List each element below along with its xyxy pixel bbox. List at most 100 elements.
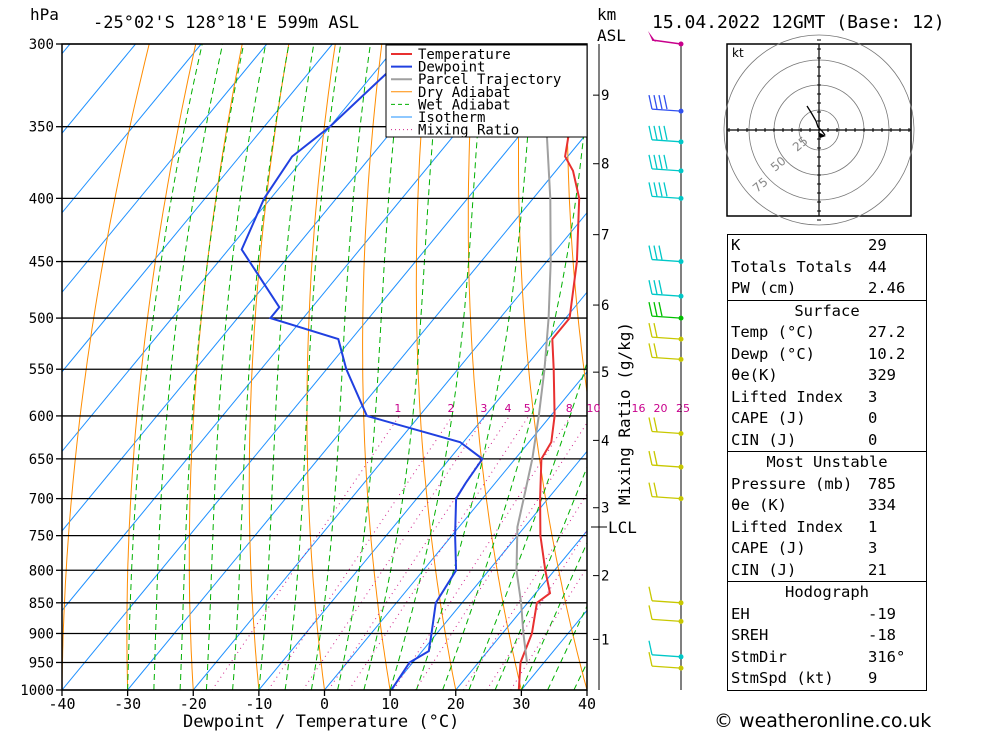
row-label: CIN (J) — [731, 430, 797, 449]
table-row: θe(K) 329 — [728, 365, 927, 387]
x-tick-label: -10 — [245, 695, 272, 713]
row-value: -18 — [868, 626, 896, 644]
wind-barb — [651, 168, 682, 172]
wind-barb-flag — [653, 301, 658, 317]
row-label: CAPE (J) — [731, 539, 806, 557]
wind-barb — [651, 665, 682, 669]
wind-barb-flag — [648, 417, 653, 432]
km-tick-label: 3 — [601, 501, 609, 517]
wind-barb-dot — [678, 195, 684, 201]
wind-barb — [651, 430, 682, 435]
wind-barb-flag — [648, 245, 653, 260]
table-row: SREH -18 — [728, 625, 927, 647]
wind-barb-flag — [653, 450, 658, 466]
row-value: 329 — [868, 366, 896, 384]
isotherm-line — [62, 44, 530, 612]
wind-barb-flag — [648, 301, 653, 317]
isotherm-line — [389, 450, 587, 690]
wind-barb-dot — [678, 108, 684, 114]
wind-barb-flag — [648, 343, 653, 358]
isotherm-line — [258, 291, 587, 690]
row-label: CIN (J) — [731, 560, 797, 579]
legend-label: Isotherm — [418, 110, 485, 126]
pressure-tick-label: 900 — [29, 626, 54, 642]
wind-barb-flag — [658, 154, 663, 169]
row-label: SREH — [731, 626, 769, 644]
wind-barb-flag — [658, 245, 663, 260]
wet-adiabat-line — [547, 604, 587, 690]
row-value: 9 — [868, 669, 878, 687]
series-line-temperature — [517, 51, 587, 690]
row-label: EH — [731, 604, 750, 623]
wind-barb-flag — [653, 343, 658, 358]
dry-adiabat-line — [986, 44, 1000, 690]
wind-barb-dot — [678, 431, 684, 437]
legend-label: Parcel Trajectory — [418, 72, 561, 88]
row-value: 10.2 — [868, 344, 906, 363]
wind-barb — [651, 139, 682, 143]
hodograph-title: Hodograph — [785, 583, 869, 601]
isotherm-line — [62, 44, 399, 453]
dry-adiabat-line — [362, 44, 391, 690]
table-row: Pressure (mb) 785 — [728, 474, 927, 496]
wind-barb — [651, 39, 682, 45]
mixing-ratio-axis-label: Mixing Ratio (g/kg) — [615, 322, 634, 505]
pressure-tick-label: 500 — [29, 311, 54, 327]
dry-adiabat-line — [566, 44, 587, 396]
credit-link[interactable]: © weatheronline.co.uk — [714, 710, 932, 732]
asl-label: ASL — [597, 26, 626, 45]
pressure-tick-label: 600 — [29, 409, 54, 425]
km-tick-label: 8 — [601, 157, 609, 173]
mixing-ratio-label: 5 — [524, 402, 531, 415]
surface-table: Surface Temp (°C) 27.2 Dewp (°C) 10.2 θe(K… — [727, 299, 927, 452]
km-label: km — [597, 5, 616, 24]
wind-barb-dot — [678, 665, 684, 671]
row-label: CAPE (J) — [731, 409, 806, 427]
wet-adiabat-line — [205, 44, 267, 690]
wind-barb-dot — [678, 139, 684, 145]
hodograph-ring — [723, 34, 915, 226]
tt-label: Totals Totals — [731, 257, 853, 276]
table-row: PW (cm) 2.46 — [728, 278, 927, 300]
row-value: 0 — [868, 409, 878, 427]
wind-barb-flag — [648, 280, 653, 295]
plot-frame — [61, 43, 588, 691]
km-tick-label: 5 — [601, 365, 609, 381]
pressure-tick-label: 750 — [29, 529, 54, 545]
dry-adiabat-line — [467, 44, 522, 690]
wind-barbs — [648, 31, 684, 690]
pressure-tick-label: 850 — [29, 596, 54, 612]
x-tick-label: 0 — [320, 695, 329, 713]
pressure-unit-label: hPa — [30, 5, 59, 24]
row-label: Dewp (°C) — [731, 344, 815, 363]
wind-barb-dot — [678, 600, 684, 606]
wet-adiabat-line — [442, 97, 587, 690]
km-tick-label: 1 — [601, 632, 609, 648]
wind-barb-flag — [648, 322, 653, 338]
wind-barb-flag — [653, 280, 658, 295]
location-title: -25°02'S 128°18'E 599m ASL — [93, 13, 359, 33]
series-line-dewpoint — [240, 44, 484, 690]
wind-barb-flag — [653, 182, 658, 197]
wind-barb — [651, 258, 682, 263]
wind-barb-dot — [678, 496, 684, 502]
wet-adiabat-line — [468, 360, 587, 690]
wind-barb-flag — [653, 125, 658, 140]
wind-barb-flag — [648, 95, 653, 110]
row-label: Lifted Index — [731, 517, 843, 536]
dry-adiabat-line — [62, 44, 150, 690]
wind-barb — [651, 618, 682, 623]
tt-value: 44 — [868, 257, 887, 276]
hodograph-trace — [806, 105, 826, 136]
table-row: CAPE (J) 3 — [728, 538, 927, 560]
mixing-ratio-label: 10 — [586, 402, 600, 415]
mixing-ratio-label: 2 — [447, 402, 454, 415]
wind-barb-flag — [658, 280, 663, 295]
row-value: 21 — [868, 560, 887, 579]
wind-barb-flag — [648, 482, 653, 497]
row-label: θe(K) — [731, 366, 778, 384]
table-row: K 29 — [728, 235, 927, 257]
surface-title: Surface — [794, 301, 860, 320]
row-value: 3 — [868, 387, 878, 406]
